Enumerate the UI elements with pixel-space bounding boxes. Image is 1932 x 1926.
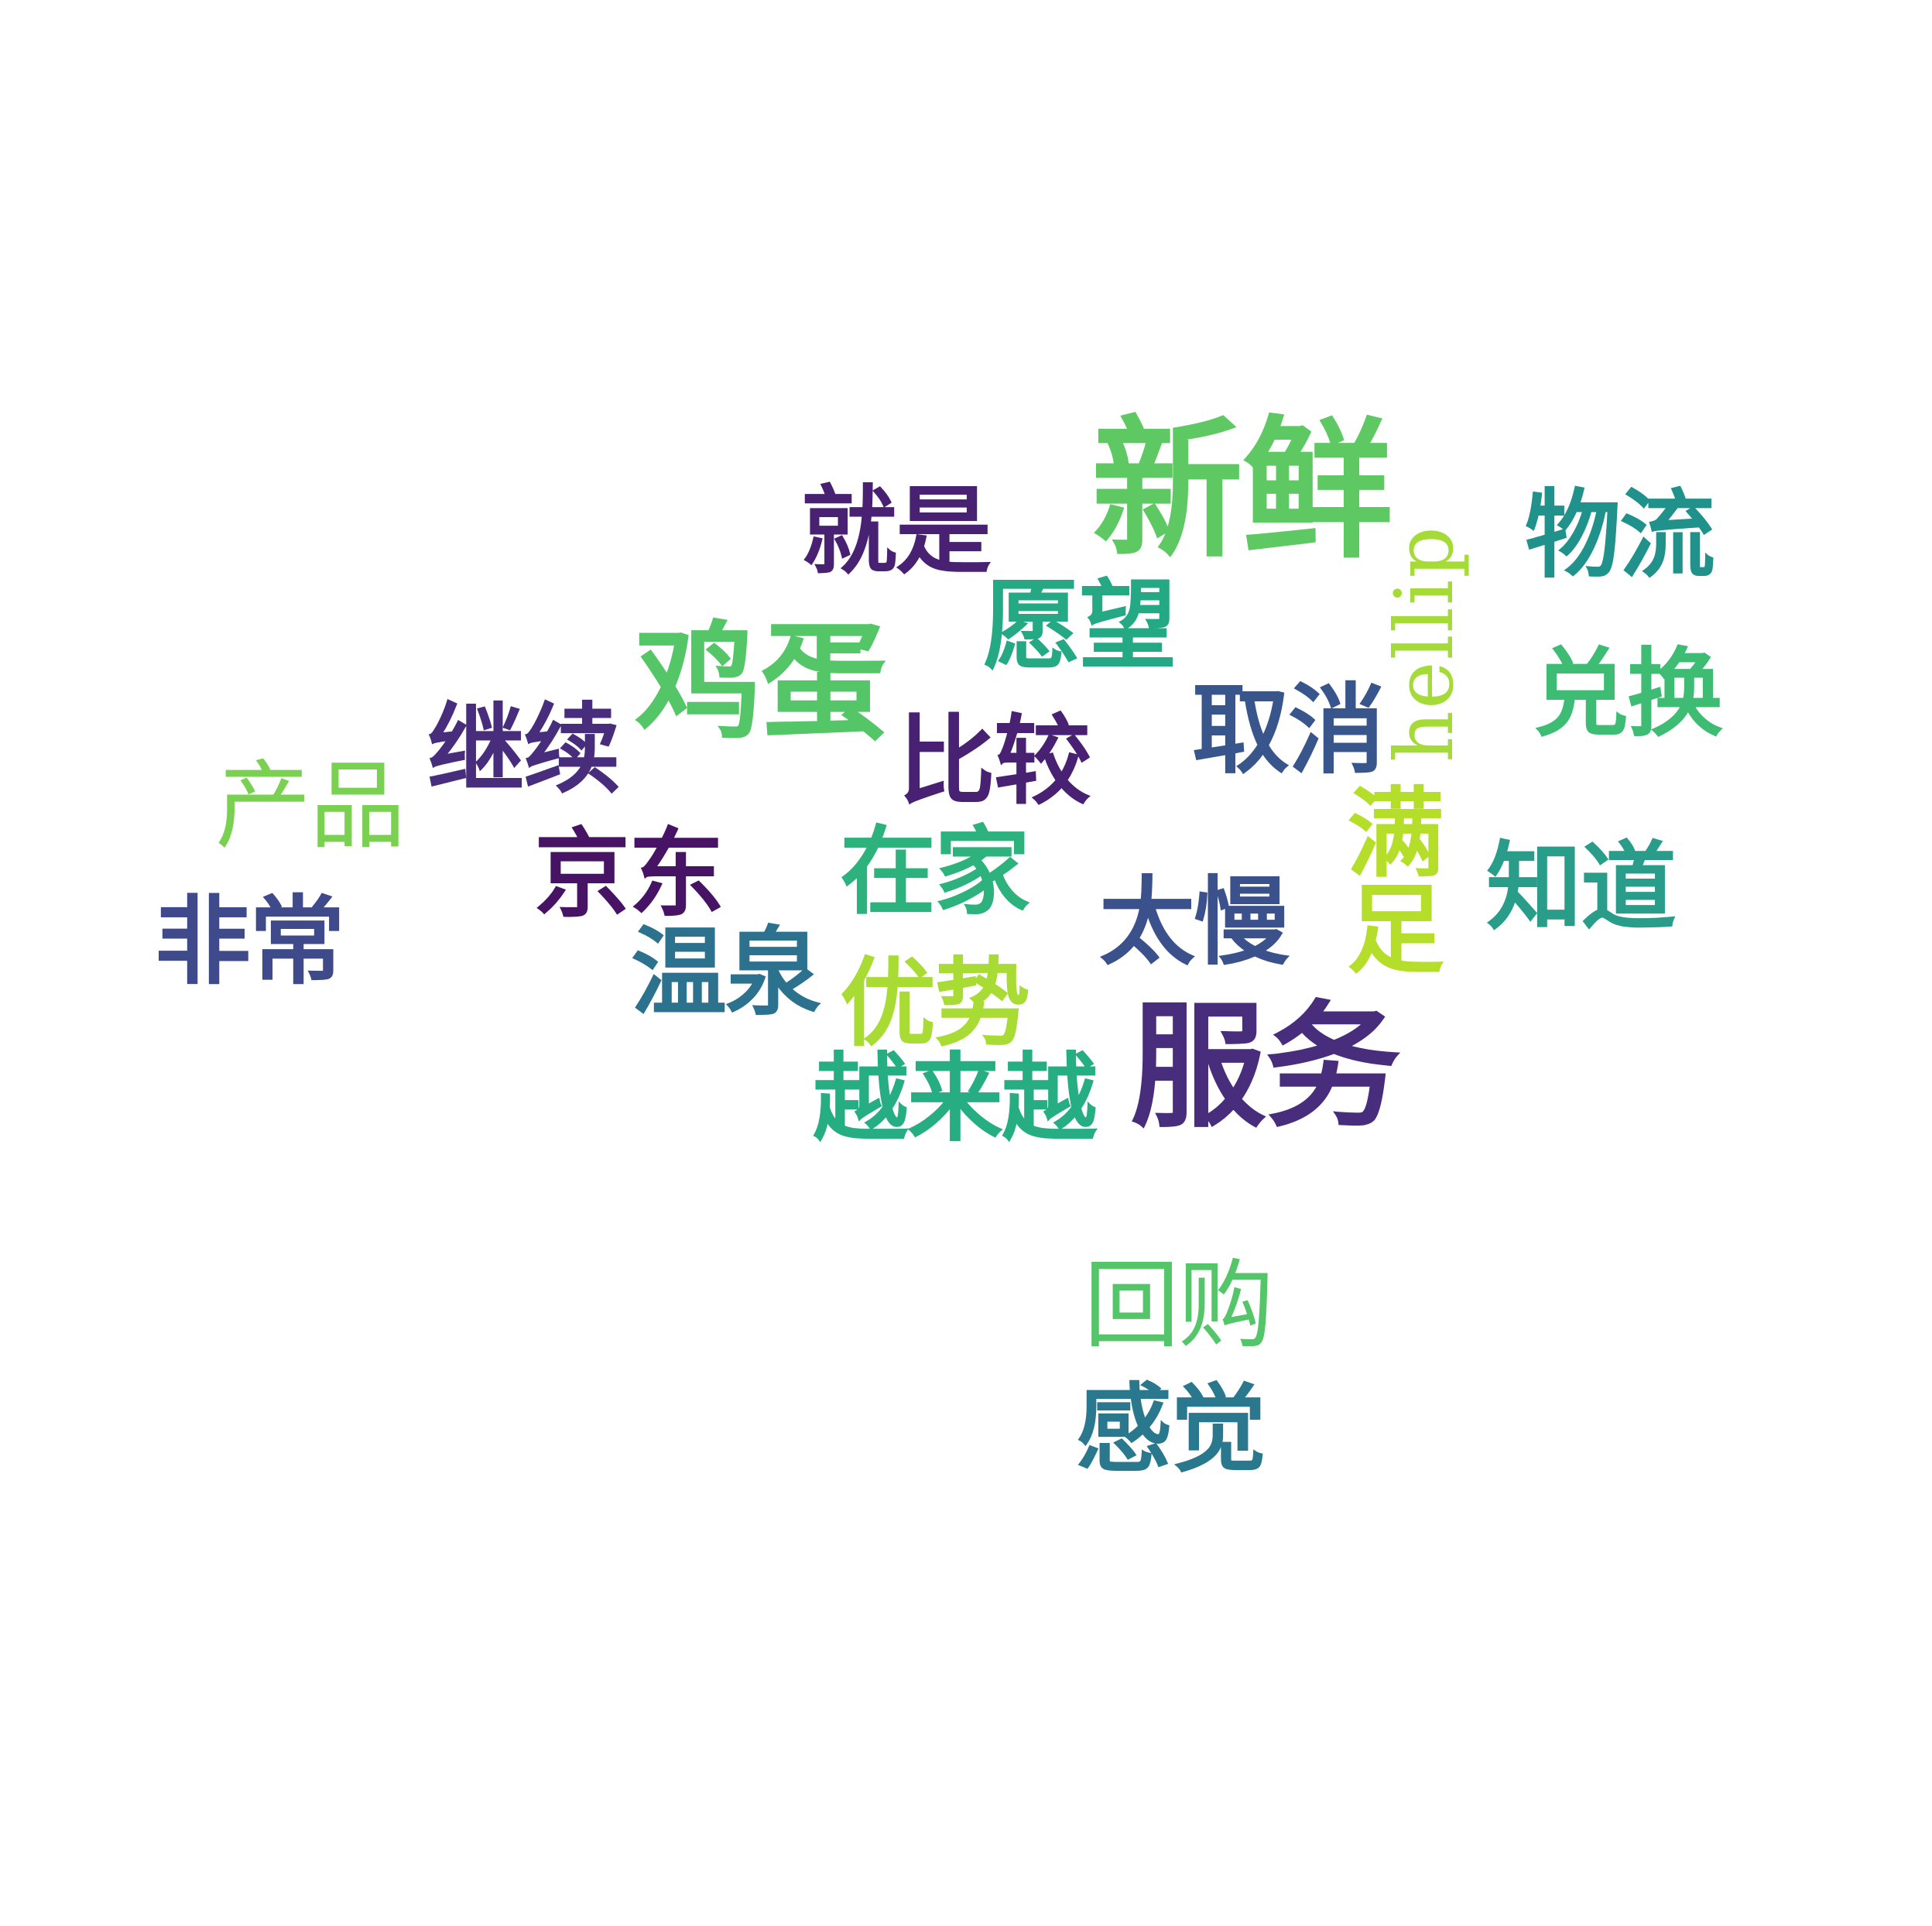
word-manzu: 满足	[1331, 782, 1445, 974]
word-jingdong: 京东	[534, 818, 724, 930]
word-huigou: 回购	[1084, 1250, 1274, 1362]
word-duihuan: 兑换	[1533, 638, 1723, 750]
word-jiushi: 就是	[801, 475, 992, 588]
word-yuanwang: 愿望	[983, 568, 1177, 683]
word-chanpin: 产品	[215, 751, 406, 862]
word-zaijia: 在家	[840, 816, 1030, 928]
word-xinxian: 新鲜	[1091, 401, 1393, 579]
word-quxiao: 取消	[1192, 673, 1386, 787]
word-jidan: 鸡蛋	[635, 608, 887, 757]
word-youshi: 优势	[840, 948, 1030, 1060]
word-ganjue: 感觉	[1076, 1373, 1266, 1486]
word-wenquan: 温泉	[631, 917, 821, 1029]
word-bijiao: 比较	[898, 704, 1091, 818]
word-zhidao: 知道	[1486, 831, 1677, 944]
word-fuwu: 服务	[1130, 986, 1401, 1146]
word-yuelaiyue: 越来越	[813, 1043, 1098, 1155]
word-hellip: hellip	[1377, 525, 1471, 763]
word-feichang: 非常	[155, 886, 345, 998]
word-jixu: 继续	[427, 692, 621, 807]
word-taiman: 太慢	[1099, 866, 1290, 978]
word-wuliu: 物流	[1525, 479, 1715, 591]
